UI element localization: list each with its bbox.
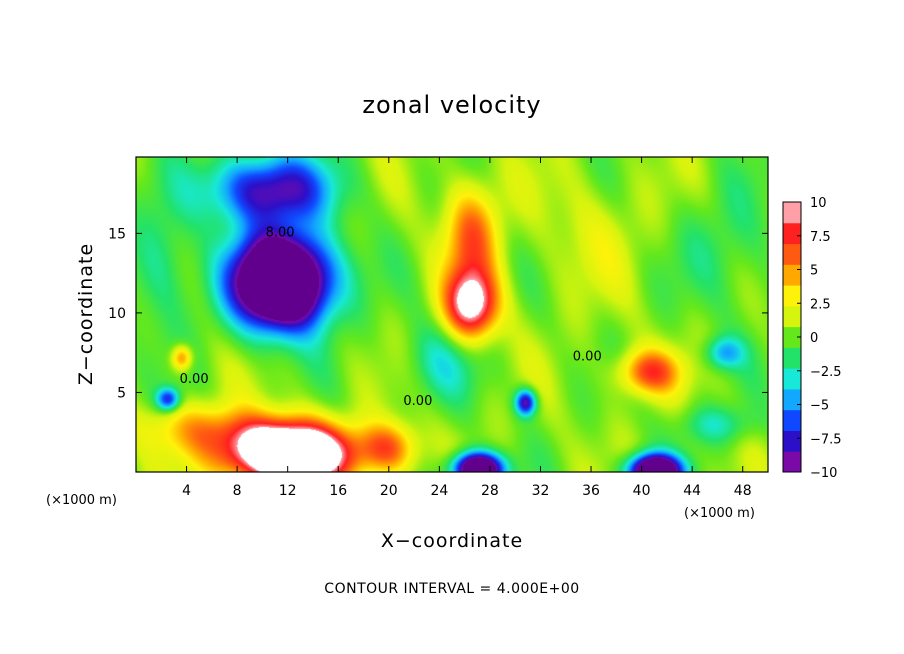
colorbar-cell-9	[783, 264, 801, 286]
y-tick-label-0: 5	[117, 385, 126, 401]
x-tick-label-3: 16	[329, 483, 347, 499]
colorbar-cell-8	[783, 285, 801, 307]
x-tick-label-5: 24	[430, 483, 448, 499]
colorbar-cell-0	[783, 451, 801, 473]
colorbar-cell-7	[783, 305, 801, 328]
colorbar-cell-2	[783, 409, 801, 431]
x-tick-label-6: 28	[481, 483, 499, 499]
contour-label-0: 8.00	[266, 226, 295, 241]
colorbar-cell-11	[783, 222, 801, 245]
x-tick-label-11: 48	[734, 483, 752, 499]
x-axis-ticks: 4 8 12 16 20 24 28 32 36 40 44 48	[182, 157, 752, 499]
colorbar-tick-label-3: 2.5	[810, 297, 831, 312]
contour-label-1: 0.00	[180, 372, 209, 387]
velocity-field-heatmap	[136, 157, 768, 472]
x-tick-label-4: 20	[380, 483, 398, 499]
x-tick-label-2: 12	[279, 483, 297, 499]
chart-title: zonal velocity	[362, 91, 541, 119]
x-tick-label-1: 8	[233, 483, 242, 499]
colorbar-tick-label-8: −10	[810, 466, 837, 481]
y-axis-label: Z−coordinate	[75, 243, 97, 385]
colorbar-cell-3	[783, 388, 801, 411]
colorbar-tick-label-6: −5	[810, 399, 829, 414]
colorbar: 10 7.5 5 2.5 0 −2.5 −5 −7.5 −10	[782, 196, 842, 481]
contour-interval-note: CONTOUR INTERVAL = 4.000E+00	[324, 581, 579, 597]
colorbar-cell-10	[783, 243, 801, 265]
y-axis-ticks: 5 10 15	[108, 226, 768, 401]
plot-area	[135, 156, 769, 473]
x-axis-label: X−coordinate	[381, 530, 523, 552]
contour-labels: 8.00 0.00 0.00 0.00	[180, 226, 602, 410]
contour-label-3: 0.00	[573, 350, 602, 365]
colorbar-tick-label-4: 0	[810, 331, 818, 346]
colorbar-cell-12	[783, 202, 801, 224]
colorbar-cells	[783, 202, 801, 473]
x-tick-label-9: 40	[633, 483, 651, 499]
colorbar-tick-label-5: −2.5	[810, 365, 842, 380]
x-unit-left: (×1000 m)	[46, 493, 117, 508]
colorbar-cell-5	[783, 347, 801, 369]
colorbar-cell-4	[783, 368, 801, 390]
contour-label-2: 0.00	[403, 394, 432, 409]
colorbar-ticks: 10 7.5 5 2.5 0 −2.5 −5 −7.5 −10	[797, 196, 842, 481]
colorbar-tick-label-1: 7.5	[810, 230, 831, 245]
x-unit-right: (×1000 m)	[684, 506, 755, 521]
colorbar-tick-label-0: 10	[810, 196, 827, 211]
x-tick-label-0: 4	[182, 483, 191, 499]
y-tick-label-2: 15	[108, 226, 126, 242]
colorbar-cell-1	[783, 430, 801, 452]
colorbar-cell-6	[783, 326, 801, 348]
x-tick-label-8: 36	[582, 483, 600, 499]
x-tick-label-10: 44	[683, 483, 701, 499]
colorbar-tick-label-2: 5	[810, 264, 818, 279]
y-tick-label-1: 10	[108, 306, 126, 322]
colorbar-tick-label-7: −7.5	[810, 432, 842, 447]
plot-frame	[135, 156, 769, 473]
x-tick-label-7: 32	[532, 483, 550, 499]
